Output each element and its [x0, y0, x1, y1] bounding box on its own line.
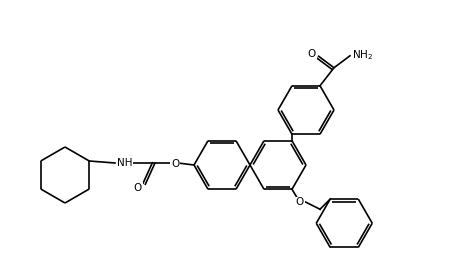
Text: O: O — [308, 49, 316, 59]
Text: O: O — [296, 197, 304, 207]
Text: NH: NH — [117, 158, 132, 168]
Text: NH$_2$: NH$_2$ — [352, 48, 373, 62]
Text: O: O — [171, 159, 179, 169]
Text: O: O — [134, 183, 142, 193]
